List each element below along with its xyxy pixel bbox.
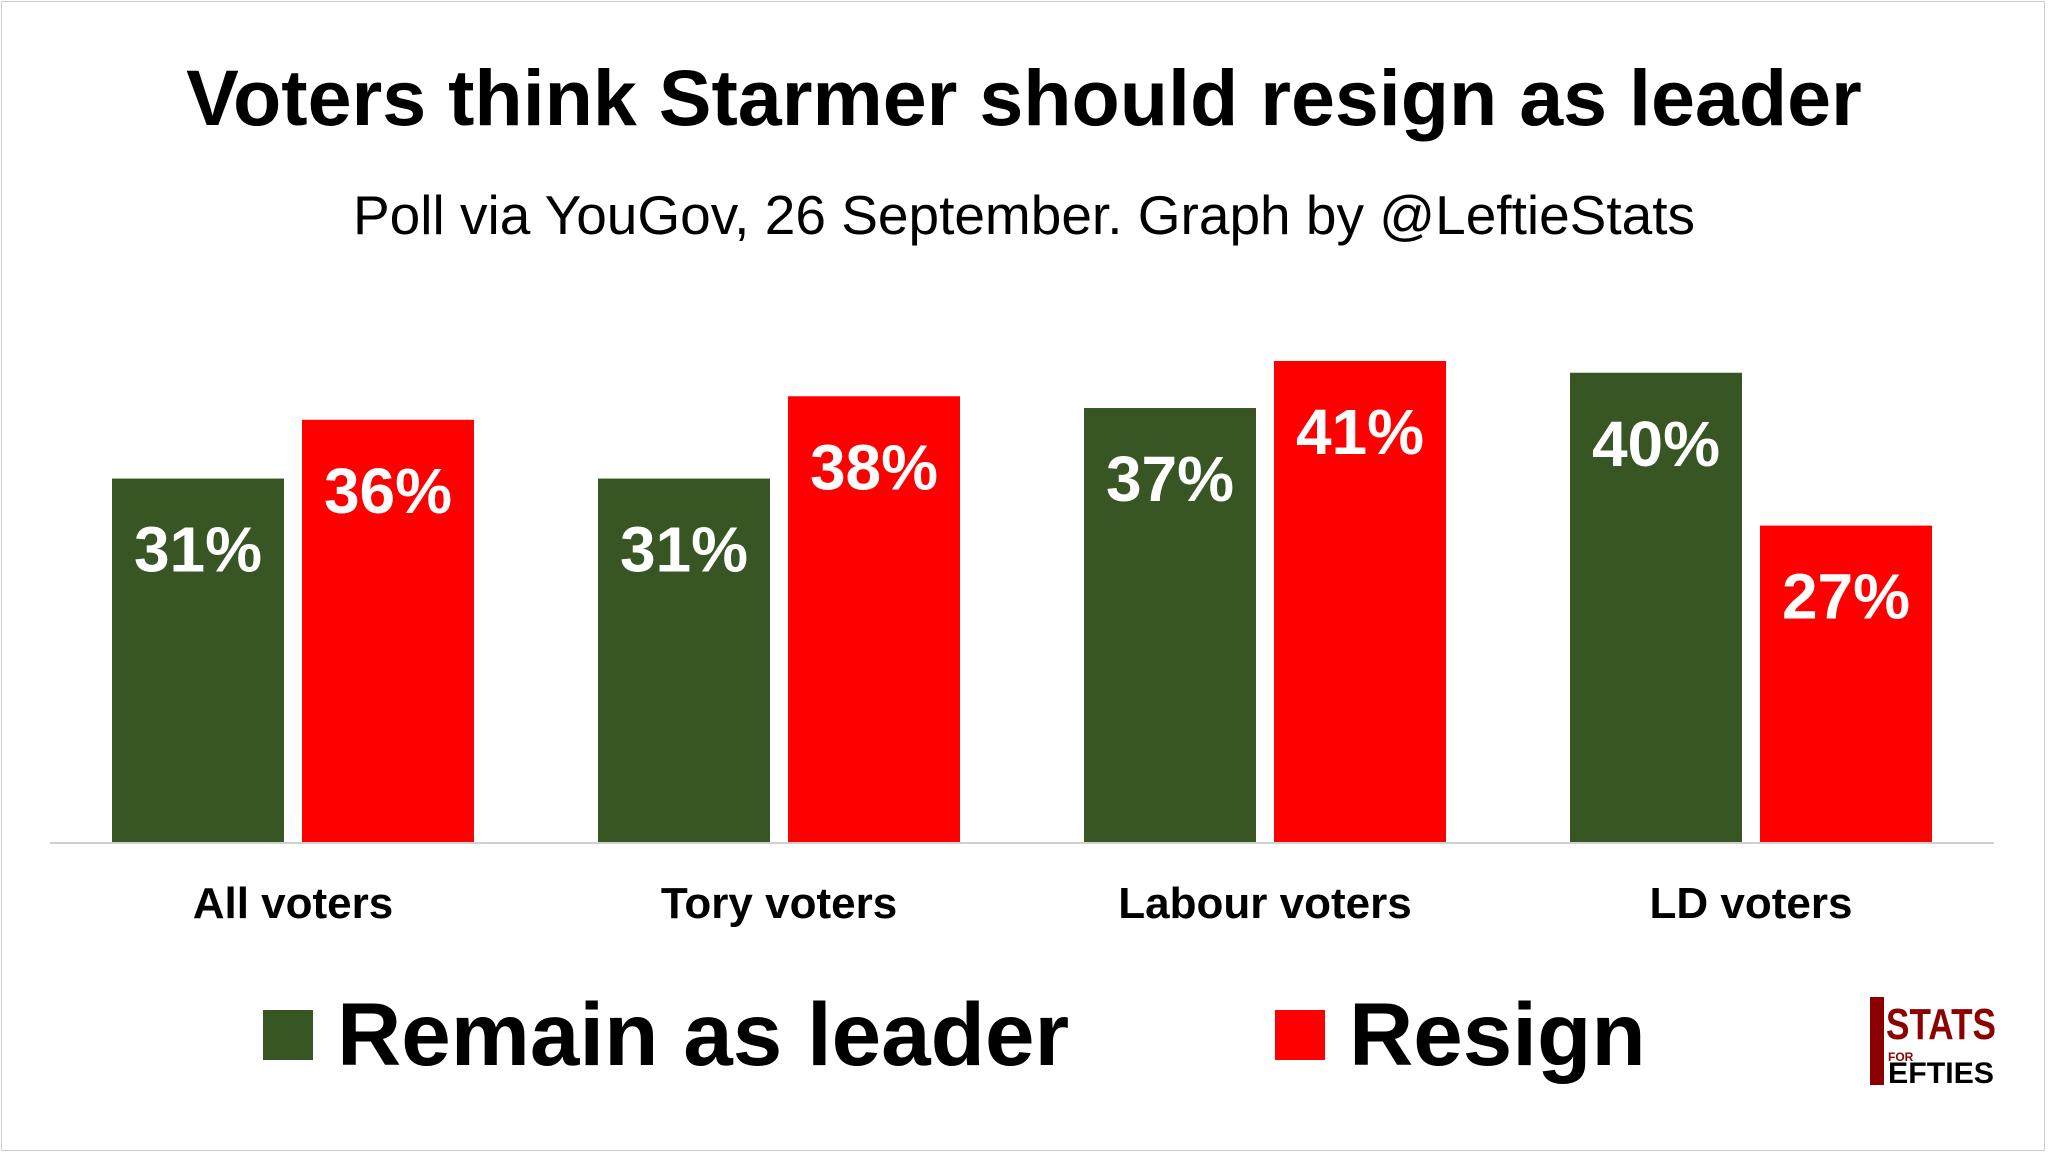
stats-for-lefties-logo: STATS FOR EFTIES	[1870, 997, 1996, 1087]
chart-title: Voters think Starmer should resign as le…	[186, 53, 1862, 142]
logo-text-for: FOR	[1888, 1050, 1914, 1064]
bar-resign	[1760, 525, 1932, 843]
x-tick-label: LD voters	[1650, 879, 1853, 928]
logo-text-stats: STATS	[1886, 1000, 1996, 1049]
legend-swatch-resign	[1275, 1009, 1325, 1060]
legend-label-remain: Remain as leader	[337, 984, 1070, 1084]
x-tick-label: Tory voters	[661, 879, 897, 928]
bar-resign	[1274, 361, 1446, 843]
bar-remain	[112, 478, 284, 843]
bar-resign	[302, 419, 474, 843]
data-label: 37%	[1106, 443, 1234, 515]
data-label: 38%	[810, 431, 938, 503]
data-label: 41%	[1296, 396, 1424, 468]
logo-bar	[1870, 997, 1884, 1085]
data-label: 27%	[1782, 561, 1910, 633]
legend: Remain as leader Resign	[0, 990, 2048, 1100]
bar-resign	[788, 396, 960, 843]
chart-subtitle: Poll via YouGov, 26 September. Graph by …	[353, 184, 1695, 246]
legend-item-remain: Remain as leader	[263, 990, 1069, 1079]
data-label: 36%	[324, 455, 452, 527]
logo-text-efties: EFTIES	[1888, 1057, 1994, 1087]
bar-remain	[1570, 372, 1742, 843]
x-tick-label: Labour voters	[1118, 879, 1411, 928]
legend-label-resign: Resign	[1349, 984, 1646, 1084]
bar-remain	[1084, 408, 1256, 843]
data-label: 31%	[620, 514, 748, 586]
bar-remain	[598, 478, 770, 843]
legend-swatch-remain	[263, 1009, 313, 1060]
x-tick-label: All voters	[193, 879, 394, 928]
data-label: 40%	[1592, 408, 1720, 480]
data-label: 31%	[134, 514, 262, 586]
legend-item-resign: Resign	[1275, 990, 1646, 1079]
